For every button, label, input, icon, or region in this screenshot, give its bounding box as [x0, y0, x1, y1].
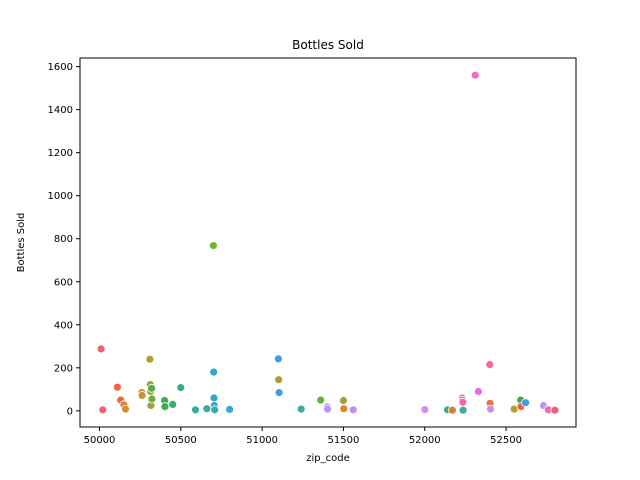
data-point [145, 354, 155, 364]
y-tick-label: 1000 [48, 191, 73, 202]
data-point [296, 404, 306, 414]
x-axis: 50000 50500 51000 51500 52000 52500 [84, 427, 522, 446]
x-tick-label: 51000 [246, 435, 278, 446]
data-point [348, 405, 358, 415]
data-point [208, 241, 218, 251]
x-tick-label: 52000 [409, 435, 441, 446]
data-point [273, 354, 283, 364]
y-tick-label: 400 [54, 320, 73, 331]
data-point [486, 404, 495, 414]
data-point [485, 360, 495, 370]
y-tick-label: 1600 [48, 62, 73, 73]
data-point [550, 405, 560, 415]
data-point [458, 397, 468, 407]
x-tick-label: 50000 [84, 435, 116, 446]
data-point [209, 367, 219, 377]
points-layer [96, 70, 560, 415]
data-point [160, 402, 170, 412]
x-tick-label: 52500 [490, 435, 522, 446]
data-point [447, 405, 457, 415]
y-tick-label: 800 [54, 234, 73, 245]
x-tick-label: 50500 [165, 435, 197, 446]
y-tick-label: 600 [54, 277, 73, 288]
data-point [210, 405, 220, 415]
data-point [147, 394, 157, 404]
data-point [338, 396, 348, 405]
data-point [147, 383, 157, 393]
x-axis-label: zip_code [306, 453, 350, 464]
y-axis-label: Bottles Sold [16, 213, 27, 273]
data-point [209, 393, 219, 403]
x-tick-label: 51500 [328, 435, 360, 446]
data-point [121, 404, 130, 414]
y-tick-label: 1400 [48, 105, 73, 116]
data-point [323, 404, 332, 414]
y-tick-label: 1200 [48, 148, 73, 159]
data-point [420, 405, 430, 415]
data-point [316, 395, 326, 405]
data-point [191, 405, 200, 415]
data-point [96, 344, 106, 354]
data-point [137, 390, 147, 400]
data-point [339, 404, 349, 414]
data-point [225, 404, 235, 414]
y-tick-label: 200 [54, 363, 73, 374]
data-point [470, 70, 480, 80]
data-point [274, 375, 284, 385]
chart-title: Bottles Sold [292, 38, 364, 52]
data-point [176, 383, 186, 393]
data-point [274, 388, 284, 398]
data-point [202, 404, 212, 414]
data-point [98, 405, 108, 415]
y-axis: 0 200 400 600 800 1000 1200 1400 1600 [48, 62, 80, 417]
y-tick-label: 0 [67, 406, 73, 417]
data-point [168, 399, 178, 409]
data-point [521, 398, 530, 408]
plot-area-frame [79, 57, 577, 428]
data-point [458, 405, 468, 415]
data-point [473, 387, 483, 396]
data-point [113, 382, 122, 392]
